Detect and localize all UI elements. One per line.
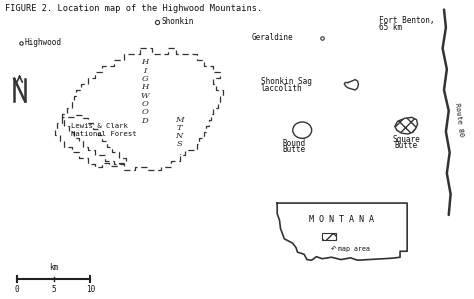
Text: Butte: Butte	[395, 141, 418, 150]
Text: Square: Square	[392, 135, 420, 144]
Text: M O N T A N A: M O N T A N A	[310, 215, 374, 224]
Text: Fort Benton,: Fort Benton,	[379, 16, 434, 25]
Bar	[322, 233, 336, 240]
Text: 5: 5	[52, 285, 56, 294]
Text: laccolith: laccolith	[261, 84, 302, 93]
Text: Geraldine: Geraldine	[252, 33, 294, 42]
Text: 10: 10	[86, 285, 95, 294]
Text: Highwood: Highwood	[24, 39, 61, 48]
Text: Shonkin: Shonkin	[161, 17, 194, 26]
Text: Round: Round	[282, 139, 305, 148]
Text: 0: 0	[15, 285, 19, 294]
Text: $\curvearrowleft$map area: $\curvearrowleft$map area	[329, 244, 371, 254]
Text: Shonkin Sag: Shonkin Sag	[261, 77, 311, 86]
Text: M
T
N
S
.: M T N S .	[175, 115, 183, 157]
Text: km: km	[49, 263, 58, 272]
Text: Route 80: Route 80	[455, 103, 465, 137]
Text: H
I
G
H
W
O
O
D: H I G H W O O D	[140, 58, 149, 124]
Text: 65 km: 65 km	[379, 23, 402, 32]
Text: Lewis & Clark
National Forest: Lewis & Clark National Forest	[71, 123, 136, 137]
Text: FIGURE 2. Location map of the Highwood Mountains.: FIGURE 2. Location map of the Highwood M…	[5, 4, 262, 13]
Text: Butte: Butte	[282, 145, 305, 154]
